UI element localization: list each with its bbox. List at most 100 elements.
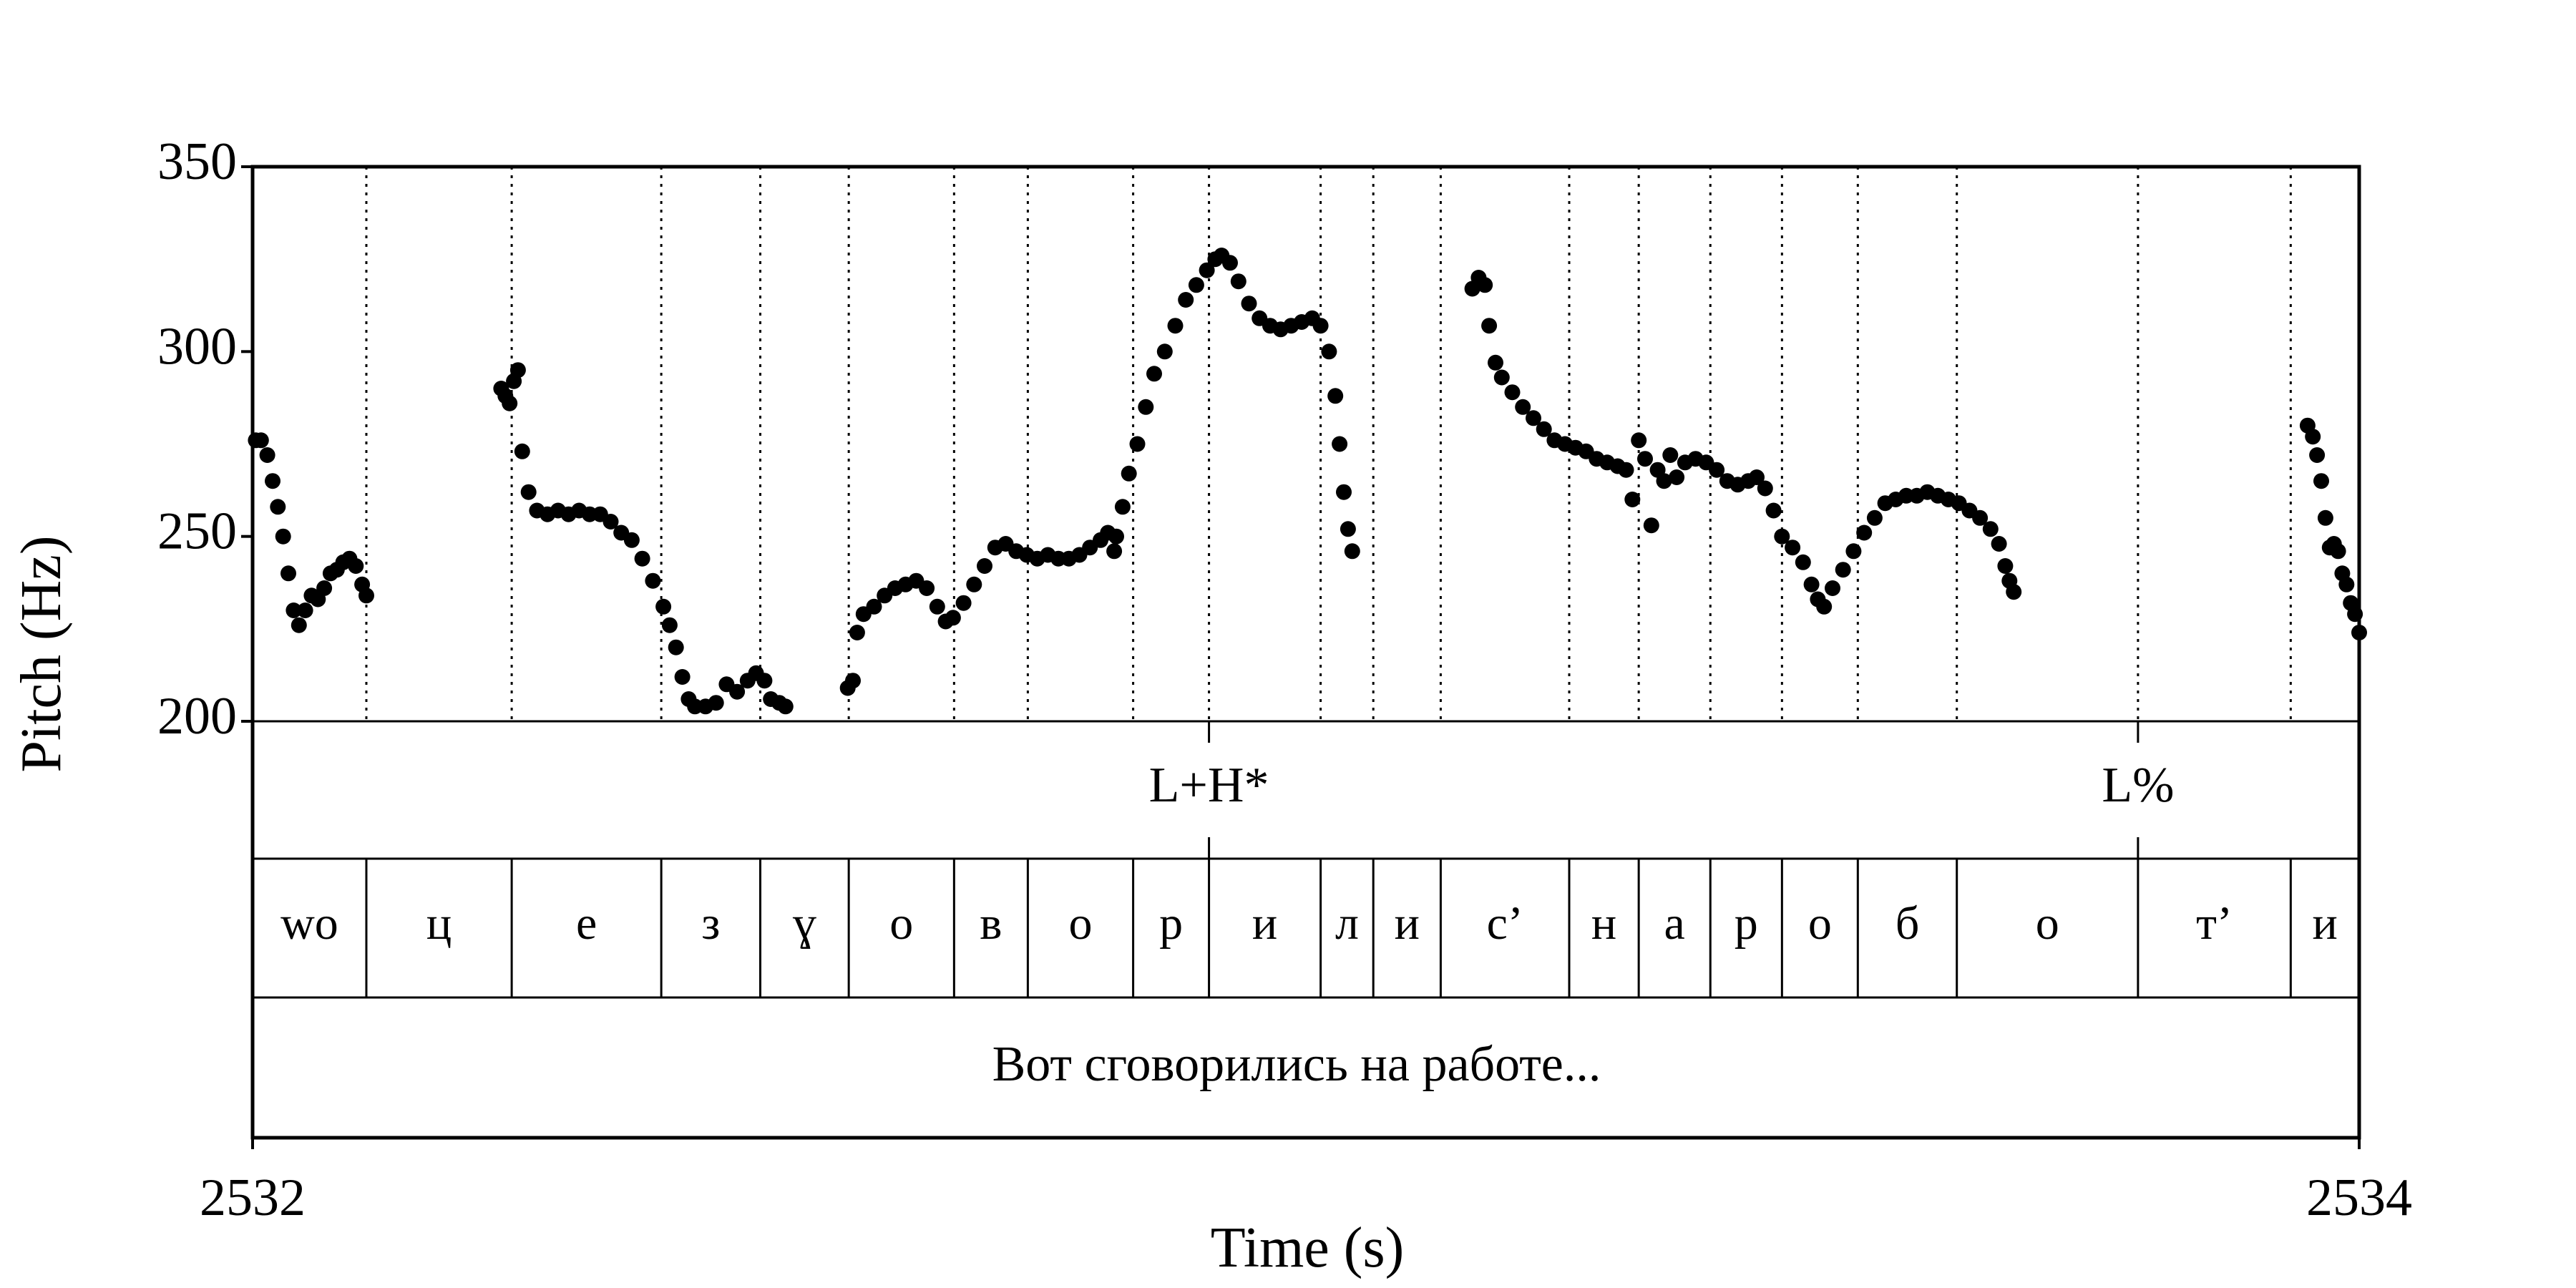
segment-label: л <box>1335 897 1359 950</box>
pitch-point <box>2313 473 2329 489</box>
pitch-point <box>1340 521 1356 537</box>
pitch-point <box>1624 492 1641 507</box>
pitch-point <box>1121 465 1137 482</box>
segment-label: е <box>576 897 597 950</box>
pitch-point <box>1662 447 1679 463</box>
pitch-point <box>502 395 518 411</box>
segment-label: р <box>1159 897 1183 950</box>
pitch-point <box>2309 447 2326 463</box>
pitch-point <box>1669 469 1685 485</box>
pitch-point <box>1321 343 1337 360</box>
pitch-point <box>955 595 972 611</box>
pitch-point <box>1618 462 1634 478</box>
y-axis-label: Pitch (Hz) <box>10 535 73 772</box>
pitch-point <box>1536 421 1552 437</box>
pitch-point <box>1856 525 1873 541</box>
pitch-point <box>1167 318 1184 334</box>
pitch-points <box>248 248 2367 715</box>
segment-label: р <box>1735 897 1758 950</box>
pitch-point <box>1178 292 1194 308</box>
pitch-point <box>275 528 291 545</box>
y-tick-label: 250 <box>157 502 237 561</box>
pitch-point <box>1114 499 1131 515</box>
segment-label: с’ <box>1487 897 1523 950</box>
pitch-point <box>1327 388 1344 404</box>
pitch-point <box>1188 277 1204 293</box>
pitch-point <box>348 558 364 574</box>
pitch-point <box>1344 543 1360 560</box>
pitch-point <box>1972 509 1989 526</box>
pitch-point <box>1795 554 1811 570</box>
pitch-point <box>1785 540 1801 556</box>
pitch-point <box>1656 473 1672 489</box>
sentence-label: Вот сговорились на работе... <box>992 1037 1601 1092</box>
pitch-point <box>1493 369 1510 386</box>
pitch-point <box>1156 343 1173 360</box>
pitch-point <box>845 673 861 689</box>
pitch-point <box>1749 469 1765 485</box>
pitch-point <box>1488 354 1503 371</box>
pitch-point <box>253 432 269 449</box>
pitch-point <box>1241 296 1257 312</box>
segment-label: о <box>1068 897 1092 950</box>
pitch-point <box>1816 598 1833 615</box>
segment-label: н <box>1591 897 1616 950</box>
tone-label: L% <box>2102 758 2174 813</box>
pitch-point <box>1312 318 1329 334</box>
x-axis-label: Time (s) <box>1211 1216 1404 1279</box>
segment-label: и <box>1252 897 1277 950</box>
pitch-point <box>1765 502 1782 519</box>
pitch-point <box>286 602 302 618</box>
segment-label: ɣ <box>793 897 816 950</box>
pitch-point <box>1146 366 1162 382</box>
segment-label: б <box>1896 897 1920 950</box>
pitch-point <box>316 580 333 596</box>
pitch-point <box>2006 584 2022 600</box>
tone-label: L+H* <box>1149 758 1269 813</box>
pitch-point <box>929 598 945 615</box>
pitch-point <box>1866 509 1883 526</box>
pitch-point <box>1709 462 1725 478</box>
pitch-point <box>708 695 724 711</box>
pitch-point <box>1332 436 1348 452</box>
pitch-point <box>297 602 313 618</box>
y-tick-label: 350 <box>157 132 237 191</box>
boundary-lines <box>365 167 2292 721</box>
segment-label: о <box>889 897 913 950</box>
x-tick-label: 2534 <box>2306 1169 2412 1227</box>
pitch-point <box>1757 480 1773 497</box>
pitch-point <box>1199 262 1215 278</box>
pitch-point <box>866 598 882 615</box>
axis-ticks: 200 250 300 350 2532 2534 <box>157 132 2412 1227</box>
pitch-point <box>291 617 307 633</box>
pitch-point <box>966 576 982 592</box>
pitch-point <box>1336 484 1352 500</box>
pitch-point <box>634 550 650 567</box>
pitch-point <box>1982 521 1999 537</box>
pitch-point <box>1997 558 2014 574</box>
pitch-point <box>259 447 275 463</box>
segment-label: в <box>980 897 1002 950</box>
pitch-point <box>945 610 961 626</box>
segment-label: о <box>2036 897 2059 950</box>
pitch-point <box>1774 528 1790 545</box>
pitch-point <box>623 532 640 548</box>
pitch-point <box>919 580 935 596</box>
pitch-point <box>270 499 286 515</box>
segment-label: о <box>1808 897 1832 950</box>
pitch-point <box>1515 399 1531 415</box>
pitch-point <box>1526 410 1541 426</box>
y-tick-label: 200 <box>157 687 237 746</box>
pitch-point <box>1803 576 1820 592</box>
segment-label: wo <box>280 897 338 950</box>
pitch-point <box>1230 273 1246 290</box>
segment-label: т’ <box>2196 897 2233 950</box>
segment-label: и <box>1395 897 1420 950</box>
pitch-point <box>1108 528 1124 545</box>
pitch-point <box>655 598 672 615</box>
pitch-point <box>1106 543 1123 560</box>
pitch-point <box>1631 432 1647 449</box>
pitch-point <box>358 587 374 604</box>
pitch-point <box>1637 451 1653 467</box>
